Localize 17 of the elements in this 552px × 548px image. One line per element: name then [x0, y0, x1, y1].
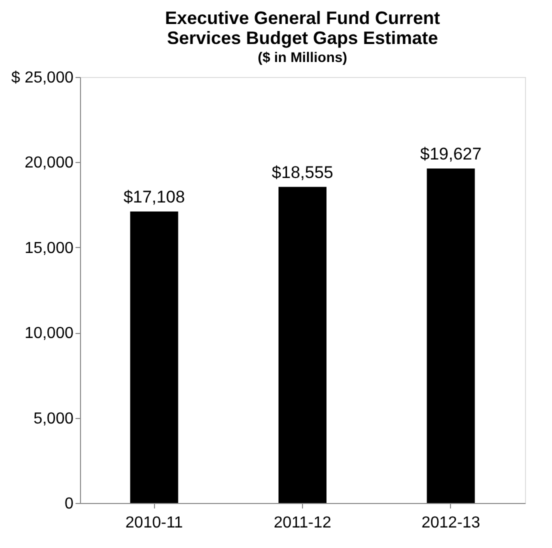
y-tick-label: $ 25,000 — [11, 70, 74, 86]
data-label: $19,627 — [420, 144, 482, 164]
y-tick-label: 20,000 — [24, 154, 74, 172]
chart-subtitle: ($ in Millions) — [258, 49, 348, 65]
bar — [278, 186, 326, 503]
y-tick-label: 15,000 — [24, 240, 74, 257]
data-label: $17,108 — [123, 187, 185, 206]
bar — [130, 211, 178, 503]
y-tick-label: 5,000 — [33, 410, 74, 428]
data-label: $18,555 — [272, 162, 334, 182]
chart-title: Executive General Fund Current Services Budget Gaps Estimate — [164, 8, 440, 48]
x-tick-label: 2010-11 — [125, 514, 184, 532]
y-tick-label: 0 — [64, 496, 74, 512]
y-tick-label: 10,000 — [24, 325, 74, 342]
x-tick-label: 2011-12 — [274, 514, 332, 532]
bar — [426, 168, 475, 503]
x-tick-label: 2012-13 — [421, 514, 480, 532]
